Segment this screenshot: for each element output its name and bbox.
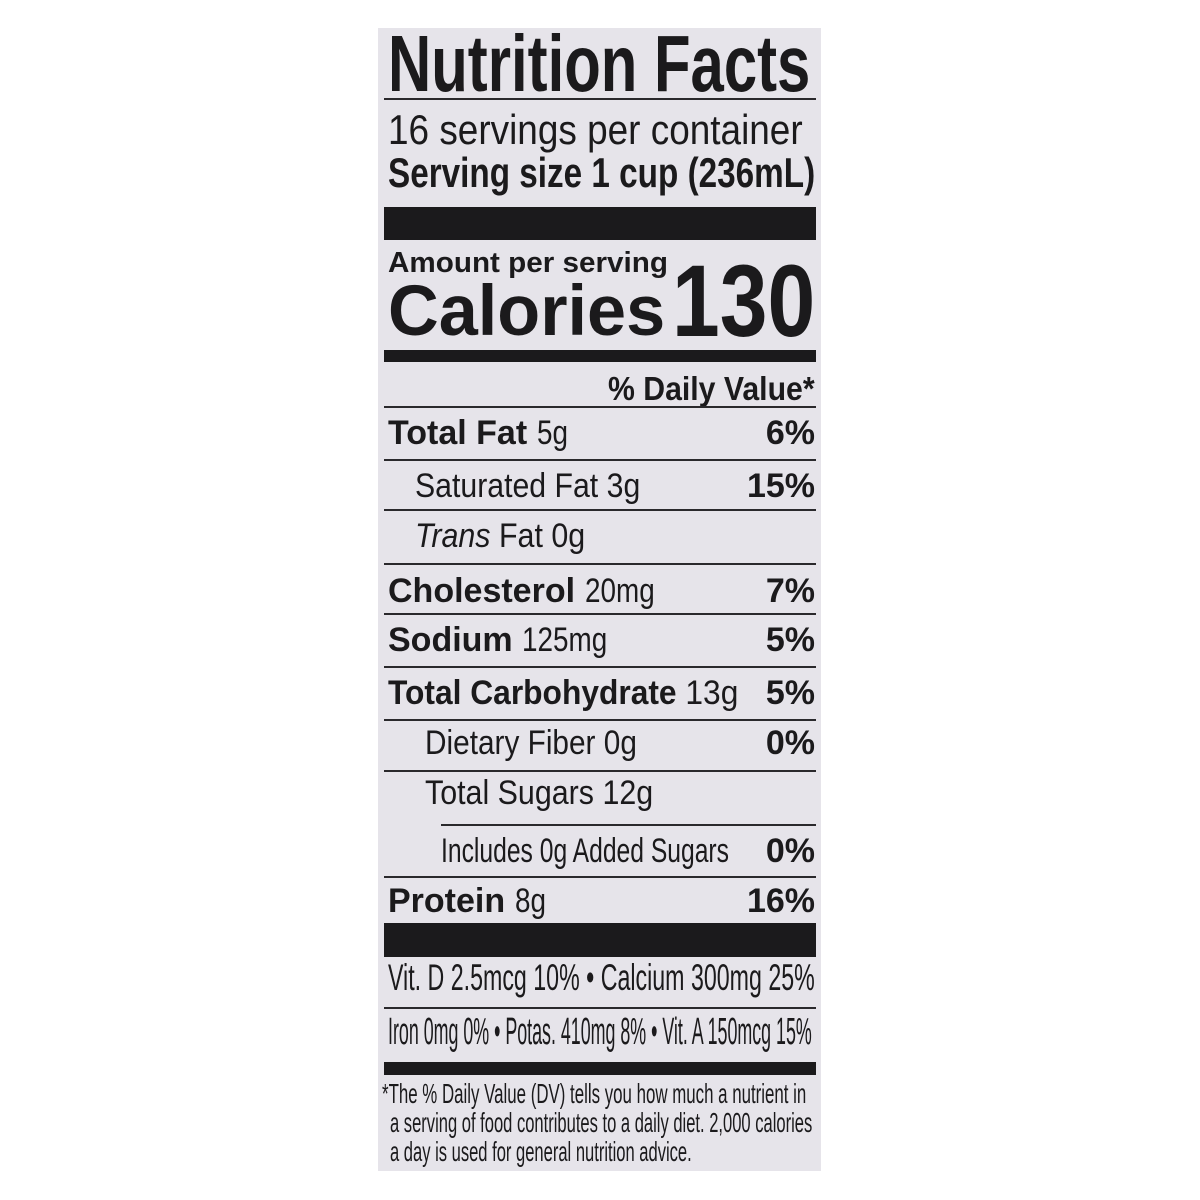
dv-protein: 16% (746, 882, 815, 920)
nutrient-dietary-fiber: Dietary Fiber 0g (425, 724, 637, 762)
dv-saturated-fat: 15% (746, 467, 815, 505)
divider (384, 509, 816, 511)
divider (384, 613, 816, 615)
nutrient-added-sugars: Includes 0g Added Sugars (441, 832, 729, 870)
serving-size: Serving size 1 cup (236mL) (388, 149, 816, 196)
divider (384, 770, 816, 772)
divider (384, 1007, 816, 1009)
nutrient-cholesterol: Cholesterol 20mg (388, 572, 655, 610)
dv-added-sugars: 0% (765, 832, 815, 870)
divider (384, 666, 816, 668)
dv-dietary-fiber: 0% (765, 724, 815, 762)
footnote-line-1: *The % Daily Value (DV) tells you how mu… (382, 1078, 807, 1109)
dv-sodium: 5% (765, 621, 815, 659)
divider (384, 876, 816, 878)
calories-label: Calories (388, 272, 666, 351)
daily-value-header: % Daily Value* (608, 370, 815, 407)
calories-value: 130 (671, 244, 815, 358)
vitamins-line-1: Vit. D 2.5mcg 10% • Calcium 300mg 25% (388, 957, 815, 998)
divider (384, 98, 816, 100)
dv-total-fat: 6% (765, 414, 815, 452)
nutrient-total-carbohydrate: Total Carbohydrate 13g (388, 674, 739, 712)
nutrient-trans-fat: Trans Fat 0g (415, 517, 586, 555)
thick-bar (384, 923, 816, 957)
divider (384, 459, 816, 461)
nutrient-protein: Protein 8g (388, 882, 546, 920)
amount-per-serving: Amount per serving (388, 247, 668, 279)
thick-bar (384, 207, 816, 240)
nutrient-total-sugars: Total Sugars 12g (425, 774, 654, 812)
nutrient-total-fat: Total Fat 5g (388, 414, 568, 452)
label-title: Nutrition Facts (388, 19, 811, 108)
medium-bar (384, 350, 816, 362)
footnote-line-3: a day is used for general nutrition advi… (390, 1136, 692, 1167)
divider (384, 406, 816, 408)
dv-cholesterol: 7% (765, 572, 815, 610)
divider (384, 563, 816, 565)
nutrient-saturated-fat: Saturated Fat 3g (415, 467, 641, 505)
dv-total-carbohydrate: 5% (765, 674, 815, 712)
vitamins-line-2: Iron 0mg 0% • Potas. 410mg 8% • Vit. A 1… (388, 1011, 812, 1053)
nutrient-sodium: Sodium 125mg (388, 621, 608, 659)
divider (441, 824, 816, 826)
servings-per-container: 16 servings per container (388, 106, 803, 153)
footnote-line-2: a serving of food contributes to a daily… (390, 1107, 813, 1138)
medium-bar (384, 1062, 816, 1075)
divider (384, 719, 816, 721)
